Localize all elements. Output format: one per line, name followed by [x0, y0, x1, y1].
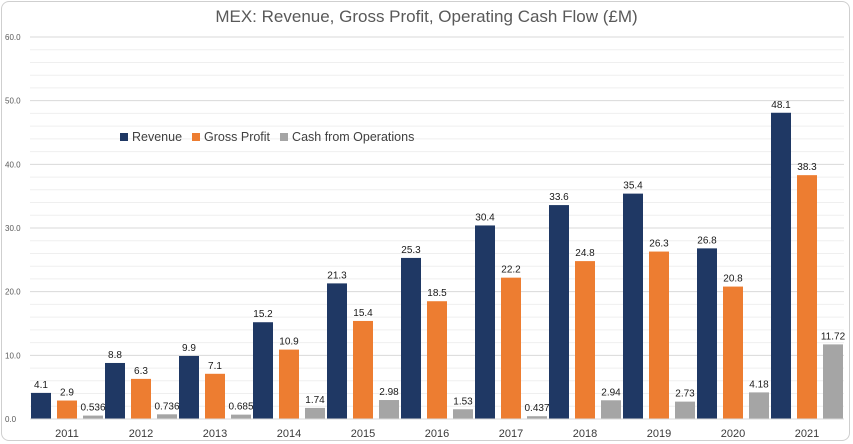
bar-revenue — [475, 225, 495, 419]
legend-swatch-cash-from-operations — [280, 133, 289, 141]
legend-label-gross-profit: Gross Profit — [204, 130, 271, 144]
bar-revenue — [327, 283, 347, 419]
bar-gross-profit — [797, 175, 817, 419]
x-tick-label: 2016 — [425, 428, 449, 440]
data-label: 9.9 — [182, 343, 196, 354]
x-tick-label: 2020 — [721, 428, 745, 440]
data-label: 26.3 — [649, 239, 669, 250]
data-label: 22.2 — [501, 265, 521, 276]
data-label: 15.2 — [253, 309, 273, 320]
legend-item-gross-profit: Gross Profit — [192, 130, 270, 144]
y-tick-label: 20.0 — [5, 288, 21, 297]
legend-label-revenue: Revenue — [132, 130, 183, 144]
x-tick-label: 2017 — [499, 428, 523, 440]
bar-revenue — [31, 392, 51, 419]
x-tick-label: 2011 — [55, 428, 79, 440]
bar-cash-from-operations — [453, 409, 473, 419]
bar-cash-from-operations — [823, 344, 843, 419]
data-label: 20.8 — [723, 274, 743, 285]
data-label: 8.8 — [108, 350, 122, 361]
bar-cash-from-operations — [527, 416, 547, 419]
data-label: 25.3 — [401, 245, 421, 256]
data-label: 24.8 — [575, 248, 595, 259]
data-label: 2.9 — [60, 388, 74, 399]
bar-gross-profit — [205, 373, 225, 419]
bar-cash-from-operations — [83, 415, 103, 419]
y-tick-label: 30.0 — [5, 224, 21, 233]
data-label: 48.1 — [771, 100, 791, 111]
data-label: 35.4 — [623, 181, 643, 192]
legend-item-cash-from-operations: Cash from Operations — [280, 130, 414, 144]
data-label: 15.4 — [353, 308, 373, 319]
x-tick-label: 2021 — [795, 428, 819, 440]
data-label: 33.6 — [549, 192, 569, 203]
y-tick-label: 0.0 — [5, 415, 17, 424]
data-label: 4.1 — [34, 380, 48, 391]
x-tick-label: 2018 — [573, 428, 597, 440]
data-label: 10.9 — [279, 337, 299, 348]
data-label: 0.437 — [524, 403, 549, 414]
bar-revenue — [253, 322, 273, 419]
data-label: 2.98 — [379, 387, 399, 398]
bar-cash-from-operations — [231, 414, 251, 419]
bar-revenue — [401, 257, 421, 419]
bar-gross-profit — [575, 261, 595, 419]
data-label: 30.4 — [475, 212, 495, 223]
data-label: 11.72 — [821, 331, 846, 342]
bar-revenue — [623, 193, 643, 419]
data-label: 6.3 — [134, 366, 148, 377]
data-label: 2.94 — [601, 387, 621, 398]
bar-gross-profit — [131, 378, 151, 419]
data-label: 26.8 — [697, 235, 717, 246]
data-label: 18.5 — [427, 288, 447, 299]
legend-swatch-gross-profit — [192, 133, 201, 141]
x-tick-label: 2012 — [129, 428, 153, 440]
bar-gross-profit — [427, 301, 447, 419]
bar-gross-profit — [723, 286, 743, 419]
data-label: 1.74 — [305, 395, 325, 406]
legend: Revenue Gross Profit Cash from Operation… — [120, 130, 414, 144]
x-tick-label: 2013 — [203, 428, 227, 440]
legend-item-revenue: Revenue — [120, 130, 182, 144]
data-label: 38.3 — [797, 162, 817, 173]
data-label: 0.536 — [80, 403, 105, 414]
bar-gross-profit — [649, 251, 669, 419]
data-label: 7.1 — [208, 361, 222, 372]
bar-cash-from-operations — [749, 392, 769, 419]
x-tick-label: 2015 — [351, 428, 375, 440]
data-label: 4.18 — [749, 379, 769, 390]
chart-title: MEX: Revenue, Gross Profit, Operating Ca… — [215, 7, 638, 26]
data-label: 0.685 — [228, 402, 253, 413]
y-tick-label: 10.0 — [5, 351, 21, 360]
bar-revenue — [697, 248, 717, 419]
x-tick-label: 2019 — [647, 428, 671, 440]
bar-gross-profit — [57, 400, 77, 419]
data-label: 1.53 — [453, 396, 473, 407]
data-label: 2.73 — [675, 389, 695, 400]
y-tick-label: 60.0 — [5, 33, 21, 42]
bar-gross-profit — [501, 277, 521, 419]
data-label: 21.3 — [327, 270, 347, 281]
data-label: 0.736 — [154, 401, 179, 412]
y-tick-label: 50.0 — [5, 97, 21, 106]
bar-revenue — [179, 355, 199, 419]
bar-cash-from-operations — [379, 400, 399, 419]
bar-cash-from-operations — [305, 407, 325, 419]
bar-revenue — [549, 205, 569, 419]
bar-revenue — [105, 362, 125, 419]
bar-gross-profit — [353, 320, 373, 419]
x-tick-label: 2014 — [277, 428, 301, 440]
bar-cash-from-operations — [601, 400, 621, 419]
bar-revenue — [771, 112, 791, 419]
legend-swatch-revenue — [120, 133, 128, 141]
bar-gross-profit — [279, 349, 299, 419]
y-tick-label: 40.0 — [5, 160, 21, 169]
bar-cash-from-operations — [157, 414, 177, 419]
legend-label-cash-from-operations: Cash from Operations — [292, 130, 415, 144]
bar-cash-from-operations — [675, 401, 695, 419]
